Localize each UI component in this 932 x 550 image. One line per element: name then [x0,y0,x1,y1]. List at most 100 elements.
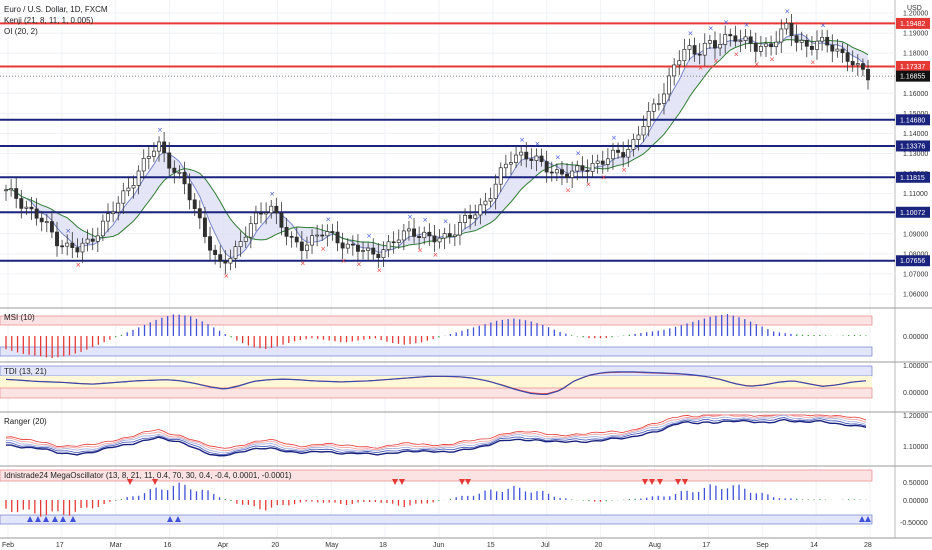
candle-body [29,206,34,210]
candle-body [682,49,687,62]
candle-body [121,190,126,204]
price-tick-label: 1.08000 [903,251,928,258]
candle-body [55,231,59,247]
candle-body [177,171,182,174]
buy-signal-marker: × [733,50,739,58]
candle-body [498,167,503,185]
level-tag [896,255,930,267]
candle-body [769,43,774,48]
tdi-pane: 1.00000 0.00000 [0,363,928,399]
mega-down-triangle [657,479,663,485]
msi-label[interactable]: MSI (10) [4,313,35,322]
candle-body [611,149,615,160]
time-axis: Feb 17 Mar 16 Apr 20 May 18 Jun 15 Jul 20 Aug 17 Sep 14… [2,542,872,549]
candle-body [172,167,177,173]
candle-body [483,200,488,206]
time-tick-label: Aug [649,542,662,549]
buy-signal-marker: × [565,187,571,195]
candle-body [253,212,258,225]
sell-signal-marker: × [687,30,693,38]
buy-signal-marker: × [810,59,816,67]
tdi-main-line [5,371,867,396]
candle-body [514,154,519,163]
candle-body [616,149,621,153]
candle-body [264,212,269,215]
level-tag [896,17,930,29]
buy-signal-marker: × [341,257,347,265]
candle-body [458,222,462,236]
candle-body [503,163,508,169]
candle-body [19,198,24,209]
buy-signal-marker: × [223,272,229,280]
oi-indicator-label[interactable]: OI (20, 2) [4,27,38,36]
candle-body [631,139,636,150]
candle-body [417,236,422,239]
mega-down-triangle [682,479,688,485]
candle-body [636,134,641,140]
candle-body [626,149,631,158]
candle-body [702,42,707,56]
currency-label: USD [907,5,922,12]
candles [4,14,870,275]
candle-body [294,236,299,243]
sell-signal-marker: × [443,218,449,226]
kenji-indicator-label[interactable]: Kenji (21, 8, 11, 1, 0.005) [4,16,94,25]
price-tick-label: 1.20000 [903,11,928,18]
candle-body [804,40,809,47]
mega-down-triangle [127,479,133,485]
candle-body [860,63,865,70]
sell-signal-marker: × [534,140,540,148]
ranger-label[interactable]: Ranger (20) [4,417,47,426]
mega-up-triangle [27,516,33,522]
mega-down-triangle [152,479,158,485]
candle-body [65,242,70,247]
level-tag-label: 1.13376 [900,143,925,150]
time-tick-label: 16 [164,542,172,549]
candle-body [187,183,192,201]
candle-body [488,198,493,202]
time-tick-label: 15 [487,542,495,549]
candle-body [463,215,468,223]
time-tick-label: Mar [110,542,123,549]
candle-body [758,45,763,52]
candle-body [44,221,49,223]
candle-body [24,206,29,209]
candle-body [845,52,850,62]
candle-body [223,260,228,264]
support-resistance-levels [0,22,895,262]
candle-body [590,162,595,172]
candle-body [381,249,386,258]
time-tick-label: 20 [595,542,603,549]
level-tag [896,114,930,126]
candle-body [784,23,789,30]
candle-body [437,237,442,243]
last-price-label: 1.16855 [900,74,925,81]
candle-body [534,155,539,161]
tdi-label[interactable]: TDI (13, 21) [4,367,47,376]
buy-signal-marker: × [621,166,627,174]
megaoscillator-label[interactable]: Idnistrade24 MegaOscillator (13, 8, 21, … [4,471,292,480]
candle-body [723,34,728,45]
mega-up-triangle [175,516,181,522]
candle-body [575,165,580,172]
sell-signal-marker: × [422,216,428,224]
price-tick-label: 1.11000 [903,191,928,198]
candle-body [371,247,376,255]
candle-body [60,245,65,248]
time-tick-label: Feb [2,542,14,549]
candle-body [192,199,197,210]
sell-signal-marker: × [575,150,581,158]
candle-body [126,187,131,192]
candle-body [111,211,116,215]
candle-body [692,45,697,55]
last-price-tag [896,70,930,82]
candle-body [39,217,44,223]
candle-body [718,44,723,49]
ranger-line [5,417,867,455]
candle-body [106,213,110,222]
level-price-tags: 1.19482 1.17337 1.14680 1.13376 1.11815 1.100… [896,17,930,267]
candle-body [361,250,365,252]
candle-body [544,161,549,173]
candle-body [136,170,141,186]
